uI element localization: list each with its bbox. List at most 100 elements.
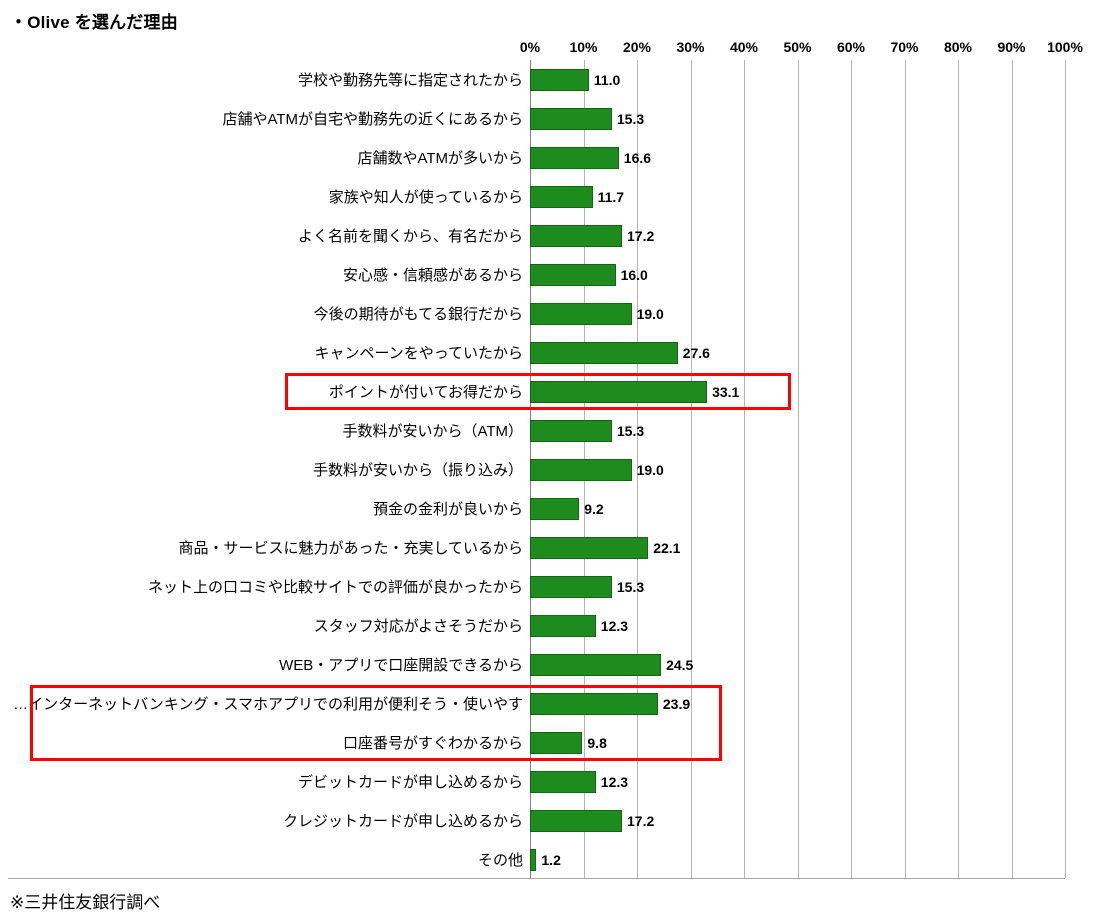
bar [530, 770, 596, 793]
value-label: 12.3 [600, 773, 629, 790]
value-label: 33.1 [712, 383, 740, 400]
bar [530, 731, 583, 754]
bar-area: 9.2 [530, 489, 1065, 528]
category-label: 手数料が安いから（ATM） [342, 423, 523, 440]
value-label: 19.0 [636, 461, 664, 478]
value-label: 19.0 [636, 305, 664, 322]
bar [530, 458, 632, 481]
bar-row: スタッフ対応がよさそうだから 12.3 [8, 606, 1065, 645]
value-label: 16.6 [623, 149, 652, 166]
bar-row: 手数料が安いから（ATM） 15.3 [8, 411, 1065, 450]
bar-area: 15.3 [530, 411, 1065, 450]
bar-area: 15.3 [530, 567, 1065, 606]
value-label: 17.2 [627, 227, 655, 244]
category-label: 商品・サービスに魅力があった・充実しているから [178, 540, 523, 557]
value-label: 11.7 [597, 188, 625, 205]
x-axis-tick: 60% [836, 39, 866, 55]
bar [530, 653, 662, 676]
category-label: 店舗数やATMが多いから [357, 150, 523, 167]
category-label: 学校や勤務先等に指定されたから [297, 72, 523, 89]
category-label: WEB・アプリで口座開設できるから [279, 657, 523, 674]
value-label: 11.0 [593, 71, 621, 88]
bar [530, 341, 678, 364]
category-label: ネット上の口コミや比較サイトでの評価が良かったから [147, 579, 523, 596]
bar [530, 302, 632, 325]
x-axis-tick: 90% [997, 39, 1026, 55]
x-axis-tick: 0% [519, 39, 541, 55]
value-label: 15.3 [616, 422, 645, 439]
bar [530, 263, 616, 286]
bar-row: 安心感・信頼感があるから 16.0 [8, 255, 1065, 294]
value-label: 15.3 [616, 578, 645, 595]
value-label: 15.3 [616, 110, 645, 127]
bar-row: 預金の金利が良いから 9.2 [8, 489, 1065, 528]
bar-area: 19.0 [530, 294, 1065, 333]
category-label: 口座番号がすぐわかるから [342, 735, 523, 752]
bar [530, 107, 612, 130]
value-label: 24.5 [666, 656, 694, 673]
bar-row: インターネットバンキング・スマホアプリでの利用が便利そう・使いやす… 23.9 [8, 684, 1065, 723]
bar-area: 23.9 [530, 684, 1065, 723]
x-axis-tick: 10% [569, 39, 598, 55]
value-label: 1.2 [541, 851, 561, 868]
bar-area: 11.0 [530, 60, 1065, 99]
bar-area: 16.6 [530, 138, 1065, 177]
bar-row: WEB・アプリで口座開設できるから 24.5 [8, 645, 1065, 684]
x-axis-tick: 80% [943, 39, 973, 55]
value-label: 16.0 [620, 266, 648, 283]
gridline [1011, 60, 1013, 878]
highlight-box-netbanking [30, 685, 722, 761]
bar-row: よく名前を聞くから、有名だから 17.2 [8, 216, 1065, 255]
bar [530, 380, 708, 403]
chart-rows: 学校や勤務先等に指定されたから 11.0 店舗やATMが自宅や勤務先の近くにある… [8, 60, 1065, 879]
chart-title: ・Olive を選んだ理由 [10, 13, 178, 32]
bar-row: 店舗数やATMが多いから 16.6 [8, 138, 1065, 177]
bar-row: デビットカードが申し込めるから 12.3 [8, 762, 1065, 801]
bar-area: 27.6 [530, 333, 1065, 372]
x-axis-tick: 50% [783, 39, 812, 55]
bar-row: 口座番号がすぐわかるから 9.8 [8, 723, 1065, 762]
category-label: 家族や知人が使っているから [328, 189, 523, 206]
category-label: インターネットバンキング・スマホアプリでの利用が便利そう・使いやす… [13, 696, 523, 713]
gridline [690, 60, 692, 878]
bar-area: 11.7 [530, 177, 1065, 216]
gridline [851, 60, 852, 878]
bar-area: 19.0 [530, 450, 1065, 489]
bar [530, 419, 612, 442]
bar-row: 学校や勤務先等に指定されたから 11.0 [8, 60, 1065, 99]
bar-row: ネット上の口コミや比較サイトでの評価が良かったから 15.3 [8, 567, 1065, 606]
bar [530, 575, 612, 598]
value-label: 23.9 [662, 695, 691, 712]
bar-area: 33.1 [530, 372, 1065, 411]
x-axis-tick: 40% [729, 39, 759, 55]
bar-area: 16.0 [530, 255, 1065, 294]
bar-area: 9.8 [530, 723, 1065, 762]
gridline [904, 60, 906, 878]
gridline [1065, 60, 1066, 878]
category-label: よく名前を聞くから、有名だから [297, 228, 523, 245]
bar [530, 614, 596, 637]
gridline [958, 60, 959, 878]
bar-area: 1.2 [530, 840, 1065, 879]
category-label: 店舗やATMが自宅や勤務先の近くにあるから [222, 111, 523, 128]
category-label: 預金の金利が良いから [372, 501, 523, 518]
gridline [744, 60, 745, 878]
category-label: ポイントが付いてお得だから [328, 384, 523, 401]
bar [530, 68, 589, 91]
bar-row: ポイントが付いてお得だから 33.1 [8, 372, 1065, 411]
bar-row: キャンペーンをやっていたから 27.6 [8, 333, 1065, 372]
bar [530, 848, 537, 871]
value-label: 9.8 [587, 734, 607, 751]
bar-row: 店舗やATMが自宅や勤務先の近くにあるから 15.3 [8, 99, 1065, 138]
bar-row: 商品・サービスに魅力があった・充実しているから 22.1 [8, 528, 1065, 567]
chart-body: 学校や勤務先等に指定されたから 11.0 店舗やATMが自宅や勤務先の近くにある… [8, 60, 1066, 879]
value-label: 17.2 [627, 812, 655, 829]
x-axis-tick: 100% [1047, 39, 1083, 55]
value-label: 22.1 [653, 539, 681, 556]
category-label: キャンペーンをやっていたから [314, 345, 523, 362]
x-axis-tick: 70% [890, 39, 919, 55]
gridline [797, 60, 799, 878]
bar-row: クレジットカードが申し込めるから 17.2 [8, 801, 1065, 840]
value-label: 12.3 [600, 617, 629, 634]
